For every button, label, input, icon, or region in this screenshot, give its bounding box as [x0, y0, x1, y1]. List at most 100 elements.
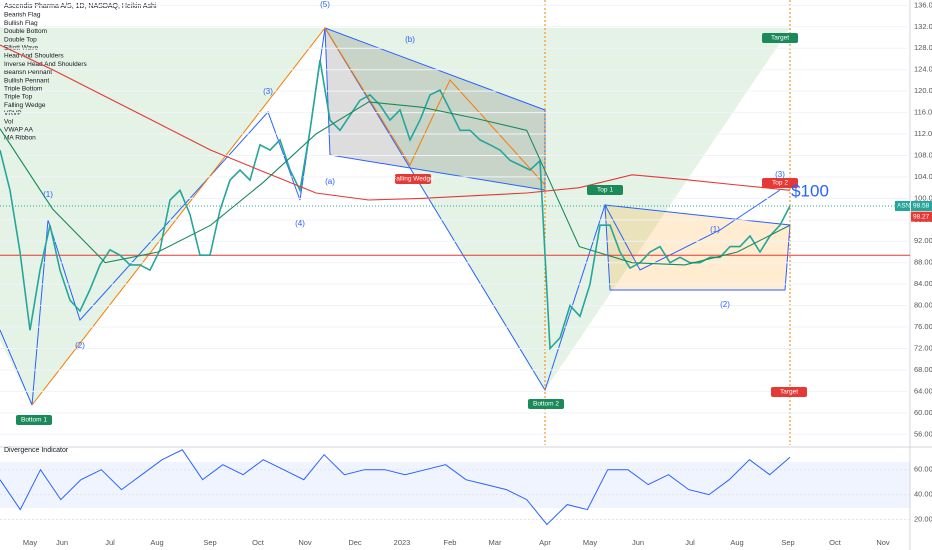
indicator-name: Bearish Flag — [4, 12, 41, 19]
pattern-label-bg — [762, 178, 798, 188]
indicator-name: VWAP AA — [4, 127, 34, 134]
y-tick-label: 124.00 — [914, 65, 932, 74]
y-tick-label: 112.00 — [914, 129, 932, 138]
indicator-name: Triple Top — [4, 94, 33, 101]
y-tick-label: 92.00 — [914, 236, 932, 245]
indicator-name: Bearish Pennant — [4, 69, 52, 76]
y-tick-label: 40.00 — [914, 490, 932, 499]
y-tick-label: 120.00 — [914, 86, 932, 95]
wave-line — [31, 27, 546, 406]
series-line — [0, 44, 791, 201]
x-tick-label: Sep — [203, 538, 216, 547]
y-tick-label: 60.00 — [914, 408, 932, 417]
x-tick-label: Sep — [781, 538, 794, 547]
x-tick-label: Aug — [150, 538, 163, 547]
pattern-label: Top 1 — [597, 187, 613, 194]
y-tick-label: 128.00 — [914, 43, 932, 52]
wave-label: (3) — [263, 87, 273, 96]
indicator-name: Bullish Pennant — [4, 77, 49, 84]
pennant — [604, 204, 791, 291]
pattern-label: Top 2 — [772, 180, 788, 187]
pattern-label-bg — [16, 415, 52, 425]
wave-label: (a) — [325, 177, 335, 186]
pattern-label: Target — [780, 389, 798, 396]
indicator-name: VRVP — [4, 110, 22, 117]
x-tick-label: Nov — [298, 538, 312, 547]
y-tick-label: 100.00 — [914, 193, 932, 202]
indicator-name: Inverse Head And Shoulders — [4, 61, 87, 68]
wave-label: (2) — [720, 300, 730, 309]
x-tick-label: Jun — [56, 538, 68, 547]
wave-label: (2) — [75, 341, 85, 350]
y-tick-label: 80.00 — [914, 301, 932, 310]
pattern-zone — [0, 28, 325, 405]
indicator-name: MA Ribbon — [4, 135, 36, 142]
oscillator-pane — [0, 452, 910, 532]
pattern-label: Bottom 2 — [533, 401, 559, 408]
price-badge-bg — [895, 200, 910, 211]
x-tick-label: Jun — [632, 538, 644, 547]
pattern-label: Bottom 1 — [21, 417, 47, 424]
wave-label: (b) — [405, 35, 415, 44]
x-tick-label: Feb — [444, 538, 457, 547]
chart-title: Ascendis Pharma A/S, 1D, NASDAQ, Heikin … — [4, 3, 157, 10]
price-badge-bg — [911, 200, 932, 211]
y-tick-label: 68.00 — [914, 365, 932, 374]
x-tick-label: Jul — [685, 538, 695, 547]
pattern-label-bg — [771, 387, 807, 397]
series-line — [0, 59, 791, 351]
y-tick-label: 76.00 — [914, 322, 932, 331]
x-tick-label: May — [23, 538, 37, 547]
indicator-name: Head And Shoulders — [4, 53, 64, 60]
x-tick-label: Mar — [489, 538, 502, 547]
pattern-label-bg — [528, 399, 564, 409]
x-tick-label: Oct — [252, 538, 265, 547]
x-tick-label: Oct — [829, 538, 842, 547]
price-badge-bg — [911, 211, 932, 222]
indicator-name: Double Bottom — [4, 28, 47, 35]
pattern-label: Target — [771, 35, 789, 42]
price-target-label: $100 — [791, 181, 829, 200]
pattern-label-bg — [587, 185, 623, 195]
x-tick-label: 2023 — [394, 538, 411, 547]
wave-label: (1) — [43, 190, 53, 199]
y-tick-label: 64.00 — [914, 386, 932, 395]
indicator-name: Falling Wedge — [4, 102, 46, 109]
y-tick-label: 60.00 — [914, 465, 932, 474]
x-tick-label: Dec — [348, 538, 362, 547]
x-tick-label: Apr — [539, 538, 551, 547]
x-tick-label: May — [583, 538, 597, 547]
oscillator-title: Divergence Indicator — [4, 447, 69, 454]
indicator-name: Triple Bottom — [4, 86, 42, 93]
pattern-label: Falling Wedge — [392, 176, 434, 183]
y-tick-label: 88.00 — [914, 258, 932, 267]
y-tick-label: 72.00 — [914, 343, 932, 352]
y-tick-label: 104.00 — [914, 172, 932, 181]
price-pane — [0, 0, 910, 445]
x-tick-label: Aug — [730, 538, 743, 547]
y-tick-label: 132.00 — [914, 22, 932, 31]
price-badge: 98.58 — [913, 203, 930, 210]
wave-label: (5) — [320, 0, 330, 9]
x-tick-label: Nov — [876, 538, 890, 547]
oscillator-line — [0, 449, 791, 526]
wave-label: (4) — [295, 219, 305, 228]
oscillator-band — [0, 462, 910, 508]
y-tick-label: 56.00 — [914, 429, 932, 438]
indicator-name: Double Top — [4, 36, 37, 43]
pattern-label-bg — [762, 33, 798, 43]
y-tick-label: 116.00 — [914, 108, 932, 117]
series-line — [0, 101, 791, 266]
indicator-name: Bullish Flag — [4, 20, 38, 27]
wave-label: (3) — [775, 170, 785, 179]
y-tick-label: 108.00 — [914, 150, 932, 159]
y-tick-label: 20.00 — [914, 515, 932, 524]
y-tick-label: 136.00 — [914, 0, 932, 9]
price-badge: 98.27 — [913, 213, 930, 220]
y-tick-label: 84.00 — [914, 279, 932, 288]
indicator-name: Vol — [4, 118, 14, 125]
pattern-label-bg — [395, 174, 431, 184]
wave-label: (1) — [710, 225, 720, 234]
x-tick-label: Jul — [105, 538, 115, 547]
